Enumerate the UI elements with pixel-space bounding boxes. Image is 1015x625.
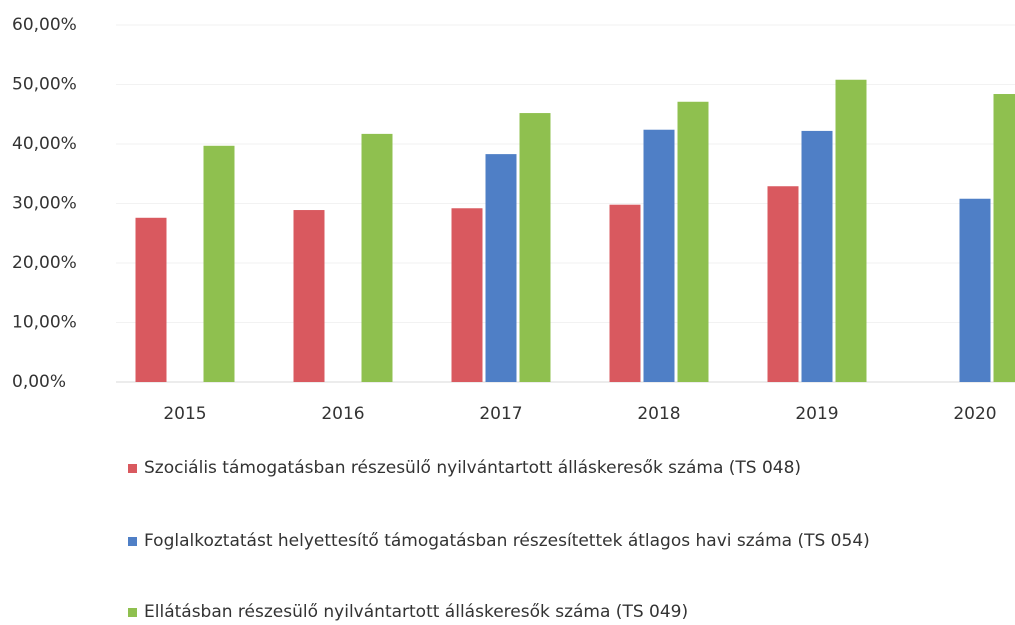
legend-swatch	[128, 608, 137, 617]
legend-swatch	[128, 464, 137, 473]
bar	[520, 113, 551, 382]
legend-label: Ellátásban részesülő nyilvántartott állá…	[144, 599, 688, 625]
bar	[836, 80, 867, 382]
bar	[362, 134, 393, 382]
bar	[802, 131, 833, 382]
x-tick-label: 2018	[637, 404, 680, 424]
y-tick-label: 50,00%	[12, 75, 77, 95]
chart: 0,00% 10,00% 20,00% 30,00% 40,00% 50,00% 60,00…	[0, 0, 1015, 440]
legend-label: Szociális támogatásban részesülő nyilván…	[144, 455, 801, 481]
y-tick-label: 30,00%	[12, 194, 77, 214]
y-tick-label: 40,00%	[12, 134, 77, 154]
bar	[610, 205, 641, 382]
legend-item: Ellátásban részesülő nyilvántartott állá…	[128, 599, 1008, 625]
x-tick-label: 2019	[795, 404, 838, 424]
bar	[136, 218, 167, 382]
y-tick-label: 60,00%	[12, 15, 77, 35]
bar	[960, 199, 991, 382]
legend-swatch	[128, 537, 137, 546]
y-tick-label: 10,00%	[12, 313, 77, 333]
x-tick-label: 2016	[321, 404, 364, 424]
x-tick-label: 2020	[953, 404, 996, 424]
y-tick-label: 0,00%	[12, 372, 66, 392]
bar	[678, 102, 709, 382]
x-tick-label: 2017	[479, 404, 522, 424]
bar	[768, 186, 799, 382]
bar	[452, 208, 483, 382]
y-tick-label: 20,00%	[12, 253, 77, 273]
bar	[294, 210, 325, 382]
bar	[204, 146, 235, 382]
bar	[644, 130, 675, 382]
bar	[994, 94, 1015, 382]
legend-item: Foglalkoztatást helyettesítő támogatásba…	[128, 528, 1008, 554]
x-tick-label: 2015	[163, 404, 206, 424]
legend-label: Foglalkoztatást helyettesítő támogatásba…	[144, 528, 870, 554]
bar	[486, 154, 517, 382]
legend-item: Szociális támogatásban részesülő nyilván…	[128, 455, 808, 481]
